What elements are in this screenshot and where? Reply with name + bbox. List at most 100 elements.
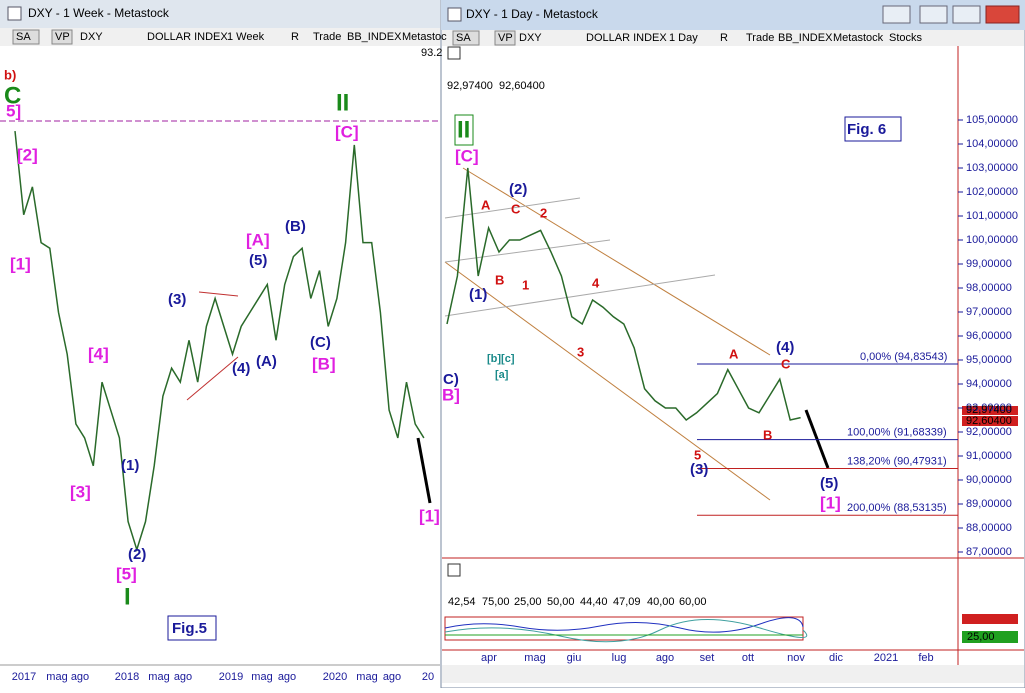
x-tick-label: 20	[422, 671, 434, 683]
wave-label: C	[4, 82, 21, 109]
price-box-label: 92,97400	[966, 404, 1012, 416]
wave-label: (1)	[121, 457, 139, 474]
wave-label: [1]	[419, 506, 440, 525]
toolbar-button[interactable]	[452, 30, 480, 46]
indicator-line	[444, 617, 804, 633]
toolbar-item: Trade	[313, 31, 341, 43]
y-tick-label: 92,00000	[966, 426, 1012, 438]
wave-label: II	[457, 116, 470, 143]
x-tick-label: 2020	[323, 671, 347, 683]
channel-line	[462, 167, 771, 356]
y-tick-label: 99,00000	[966, 258, 1012, 270]
triangle-line	[186, 356, 239, 401]
price-line	[446, 167, 801, 421]
toolbar-button[interactable]	[494, 30, 516, 46]
wave-label: C	[781, 356, 791, 371]
wave-label: (3)	[690, 461, 708, 478]
wave-label: (4)	[776, 339, 794, 356]
maximize-button[interactable]	[952, 5, 981, 24]
wave-label: B	[495, 272, 504, 287]
wave-label: I	[124, 583, 131, 610]
x-tick-label: nov	[787, 652, 805, 664]
x-tick-label: ago	[71, 671, 89, 683]
y-tick-label: 105,00000	[966, 114, 1018, 126]
minimize-button[interactable]	[919, 5, 948, 24]
window-title: DXY - 1 Week - Metastock	[28, 6, 170, 20]
restore-button[interactable]	[882, 5, 911, 24]
window-title: DXY - 1 Day - Metastock	[466, 7, 599, 21]
right-window	[440, 0, 1025, 689]
wave-label: (4)	[232, 360, 250, 377]
toolbar-item: R	[720, 32, 728, 44]
toolbar-item: BB_INDEX	[347, 31, 402, 43]
x-tick-label: 2021	[874, 652, 898, 664]
toolbar-item: VP	[498, 32, 513, 44]
toolbar-button[interactable]	[51, 29, 73, 45]
toolbar-item: R	[291, 31, 299, 43]
x-tick-label: 2017	[12, 671, 36, 683]
last-price: 93.2	[421, 47, 442, 59]
x-tick-label: ago	[383, 671, 401, 683]
y-tick-label: 100,00000	[966, 234, 1018, 246]
wave-label: [4]	[88, 344, 109, 363]
y-tick-label: 96,00000	[966, 330, 1012, 342]
channel-line	[444, 239, 611, 263]
indicator-frame	[444, 616, 804, 641]
left-title-bar	[0, 0, 440, 28]
y-tick-label: 90,00000	[966, 474, 1012, 486]
wave-label: 4	[592, 275, 600, 290]
toolbar-item: Metastock	[833, 32, 884, 44]
y-tick-label: 101,00000	[966, 210, 1018, 222]
projection-line	[416, 437, 432, 504]
wave-label: (C)	[310, 334, 331, 351]
x-tick-label: lug	[612, 652, 627, 664]
close-button[interactable]	[985, 5, 1020, 24]
y-tick-label: 94,00000	[966, 378, 1012, 390]
toolbar-item: DXY	[80, 31, 103, 43]
indicator-value: 50,00	[547, 596, 575, 608]
right-toolbar	[442, 30, 1024, 46]
wave-label: [2]	[17, 145, 38, 164]
wave-label: (A)	[256, 353, 277, 370]
close-pane-button[interactable]	[447, 46, 461, 60]
close-pane-button[interactable]	[447, 563, 461, 577]
wave-label: C	[511, 201, 521, 216]
wave-label: 1	[522, 277, 529, 292]
x-tick-label: mag	[148, 671, 169, 683]
wave-label: 3	[577, 344, 584, 359]
fib-label: 200,00% (88,53135)	[847, 502, 947, 514]
toolbar-item: BB_INDEX	[778, 32, 833, 44]
toolbar-item: VP	[55, 31, 70, 43]
wave-label: (2)	[128, 546, 146, 563]
toolbar-button[interactable]	[12, 29, 40, 45]
wave-label: A	[481, 197, 491, 212]
projection-line	[804, 409, 830, 469]
channel-line	[444, 274, 716, 317]
y-tick-label: 89,00000	[966, 498, 1012, 510]
scrollbar[interactable]	[442, 665, 1024, 683]
wave-label: 2	[540, 205, 547, 220]
y-tick-label: 93,00000	[966, 402, 1012, 414]
indicator-value: 44,40	[580, 596, 608, 608]
wave-label: [B]	[312, 354, 336, 373]
x-tick-label: 2019	[219, 671, 243, 683]
indicator-line	[444, 618, 808, 643]
wave-label: (2)	[509, 181, 527, 198]
x-tick-label: mag	[46, 671, 67, 683]
x-tick-label: mag	[524, 652, 545, 664]
wave-label: [1]	[10, 254, 31, 273]
toolbar-item: 1 Week	[227, 31, 265, 43]
toolbar-item: DXY	[519, 32, 542, 44]
y-tick-label: 104,00000	[966, 138, 1018, 150]
x-tick-label: ago	[174, 671, 192, 683]
y-tick-label: 87,00000	[966, 546, 1012, 558]
left-window	[0, 0, 440, 688]
figure-box	[844, 116, 902, 142]
indicator-box-label: 25,00	[967, 631, 995, 643]
price-readout: 92,60400	[499, 80, 545, 92]
fib-label: 0,00% (94,83543)	[860, 351, 947, 363]
toolbar-item: Stocks	[889, 32, 923, 44]
x-tick-label: 2018	[115, 671, 139, 683]
y-tick-label: 102,00000	[966, 186, 1018, 198]
wave-label: B	[763, 427, 772, 442]
